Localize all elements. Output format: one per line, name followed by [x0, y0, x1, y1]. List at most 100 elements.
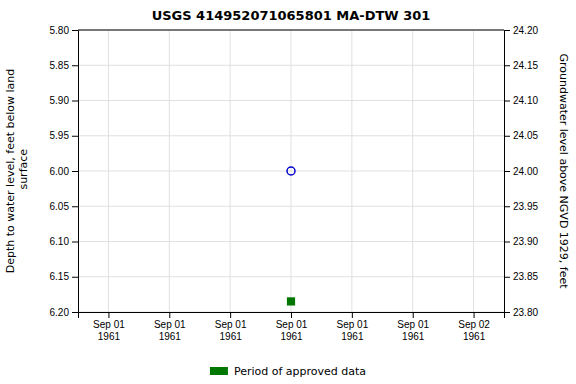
grid — [78, 30, 504, 312]
tick-mark — [504, 136, 510, 137]
grid-line — [351, 30, 352, 312]
tick-mark — [504, 30, 510, 31]
grid-line — [473, 30, 474, 312]
axis-line — [505, 31, 511, 313]
tick-label: 24.15 — [513, 60, 538, 71]
legend: Period of approved data — [210, 365, 366, 378]
tick-label: 5.90 — [50, 95, 70, 106]
tick: 23.95 — [504, 201, 538, 212]
tick-mark — [474, 312, 475, 318]
tick-label: 6.10 — [50, 236, 70, 247]
tick-mark — [504, 101, 510, 102]
tick-label: 6.00 — [50, 166, 70, 177]
tick-mark — [352, 312, 353, 318]
frame — [78, 30, 504, 31]
chart: 5.80 5.85 5.90 5.95 6.00 6.05 6.10 6.15 6.20 24.2… — [0, 0, 576, 384]
tick-mark — [108, 312, 109, 318]
tick-label: 5.85 — [50, 60, 70, 71]
legend-label: Period of approved data — [234, 365, 366, 378]
tick-label: 23.90 — [513, 236, 538, 247]
tick: 6.20 — [50, 307, 78, 318]
tick-mark — [72, 206, 78, 207]
tick-mark — [504, 65, 510, 66]
tick: 23.80 — [504, 307, 538, 318]
grid-line — [78, 30, 504, 31]
tick: Sep 011961 — [93, 312, 125, 342]
tick: 24.10 — [504, 95, 538, 106]
y-axis-title: Depth to water level, feet below land su… — [4, 69, 30, 274]
legend-entry: Period of approved data — [210, 365, 366, 378]
tick-label: Sep 021961 — [458, 319, 490, 342]
plot-area: 5.80 5.85 5.90 5.95 6.00 6.05 6.10 6.15 6.20 24.2… — [50, 25, 539, 342]
tick: 24.15 — [504, 60, 538, 71]
series — [288, 298, 295, 305]
tick-mark — [413, 312, 414, 318]
tick-label: Sep 011961 — [215, 319, 247, 342]
series — [287, 167, 295, 175]
tick: 6.15 — [50, 271, 78, 282]
tick: 24.05 — [504, 130, 538, 141]
tick-label: 6.05 — [50, 201, 70, 212]
tick: 5.85 — [50, 60, 78, 71]
tick: Sep 011961 — [337, 312, 369, 342]
tick: Sep 021961 — [458, 312, 490, 342]
tick: 5.95 — [50, 130, 78, 141]
grid-line — [108, 30, 109, 312]
tick-label: 23.85 — [513, 271, 538, 282]
axis-line — [79, 313, 505, 319]
tick-label: 6.15 — [50, 271, 70, 282]
tick-label: 24.00 — [513, 166, 538, 177]
tick-label: 23.80 — [513, 307, 538, 318]
tick-label: Sep 011961 — [93, 319, 125, 342]
x-axis: Sep 011961 Sep 011961 Sep 011961 Sep 011961… — [79, 312, 505, 342]
grid-line — [230, 30, 231, 312]
tick: 24.20 — [504, 25, 538, 36]
tick-mark — [72, 171, 78, 172]
tick-mark — [504, 171, 510, 172]
y2-axis: 24.20 24.15 24.10 24.05 24.00 23.95 23.90 23.85… — [504, 25, 538, 318]
tick-label: 6.20 — [50, 307, 70, 318]
legend-swatch — [210, 367, 228, 375]
tick: 23.90 — [504, 236, 538, 247]
tick-mark — [72, 136, 78, 137]
tick-label: 5.80 — [50, 25, 70, 36]
tick-mark — [72, 312, 78, 313]
axis-line — [72, 31, 79, 313]
tick: 23.85 — [504, 271, 538, 282]
grid-line — [169, 30, 170, 312]
tick-mark — [504, 242, 510, 243]
grid-line — [291, 30, 292, 312]
tick: Sep 011961 — [397, 312, 429, 342]
tick-mark — [504, 206, 510, 207]
tick-mark — [72, 242, 78, 243]
tick-mark — [504, 277, 510, 278]
tick-label: 24.05 — [513, 130, 538, 141]
tick-mark — [230, 312, 231, 318]
tick: Sep 011961 — [154, 312, 186, 342]
tick: Sep 011961 — [215, 312, 247, 342]
tick-label: Sep 011961 — [397, 319, 429, 342]
tick: 24.00 — [504, 166, 538, 177]
tick-mark — [169, 312, 170, 318]
title: USGS 414952071065801 MA-DTW 301 — [152, 8, 431, 23]
tick-mark — [291, 312, 292, 318]
tick-label: Sep 011961 — [276, 319, 308, 342]
y2-axis-title: Groundwater level above NGVD 1929, feet — [557, 53, 570, 289]
tick-label: 24.10 — [513, 95, 538, 106]
tick-mark — [72, 30, 78, 31]
tick-label: Sep 011961 — [337, 319, 369, 342]
tick-mark — [72, 65, 78, 66]
tick: Sep 011961 — [276, 312, 308, 342]
tick-mark — [72, 277, 78, 278]
point — [287, 167, 295, 175]
tick: 5.80 — [50, 25, 78, 36]
tick-label: 23.95 — [513, 201, 538, 212]
tick-label: 24.20 — [513, 25, 538, 36]
tick-label: Sep 011961 — [154, 319, 186, 342]
tick: 5.90 — [50, 95, 78, 106]
marks — [287, 167, 295, 305]
y-axis: 5.80 5.85 5.90 5.95 6.00 6.05 6.10 6.15 6.20 — [50, 25, 79, 318]
tick: 6.10 — [50, 236, 78, 247]
tick: 6.05 — [50, 201, 78, 212]
point — [288, 298, 295, 305]
